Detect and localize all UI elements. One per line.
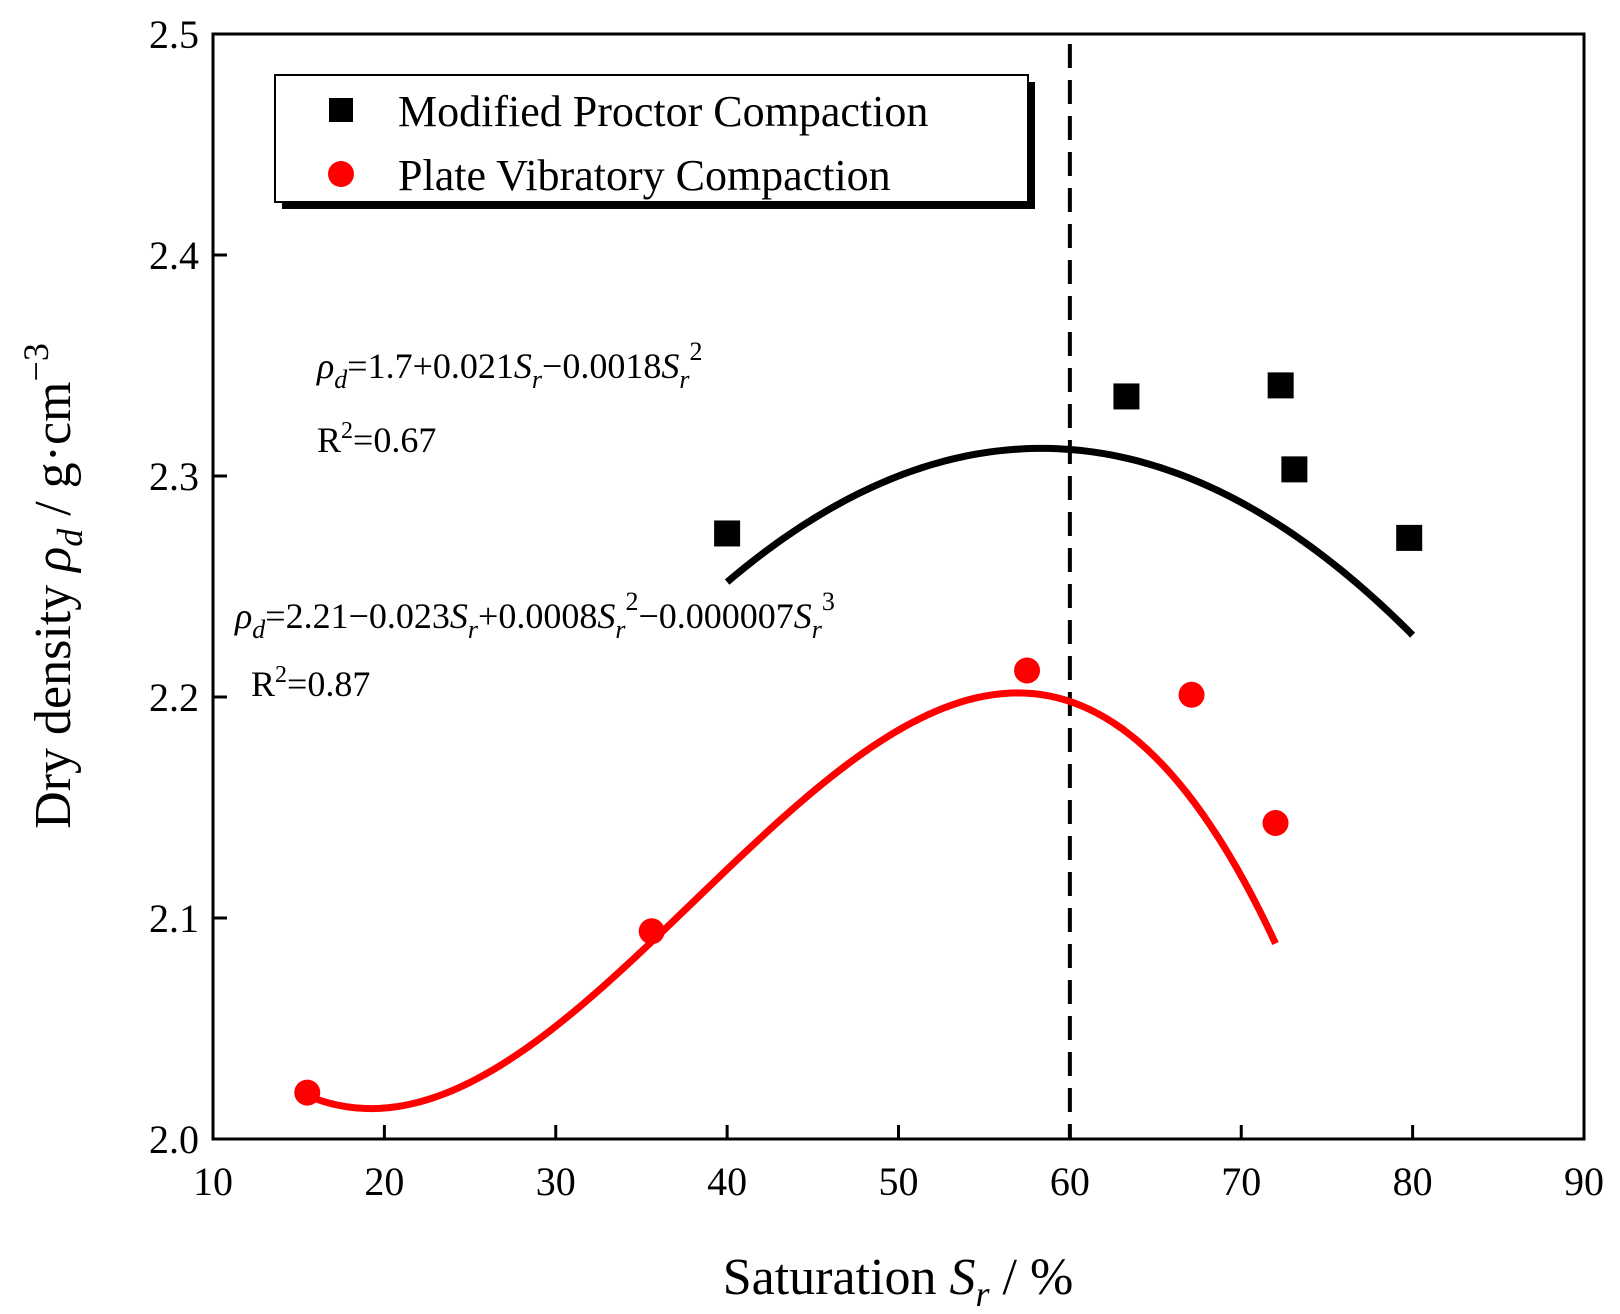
equation-modified-proctor: ρd=1.7+0.021Sr−0.0018Sr2 xyxy=(316,337,702,394)
r2-modified-proctor: R2=0.67 xyxy=(317,418,436,460)
x-tick-label-60: 60 xyxy=(1050,1159,1090,1204)
y-tick-label-2.5: 2.5 xyxy=(149,12,199,57)
y-tick-label-2.2: 2.2 xyxy=(149,675,199,720)
legend-label-modified-proctor: Modified Proctor Compaction xyxy=(398,87,928,136)
y-tick-label-2.0: 2.0 xyxy=(149,1117,199,1162)
x-tick-label-20: 20 xyxy=(364,1159,404,1204)
legend: Modified Proctor Compaction Plate Vibrat… xyxy=(274,74,1035,209)
point-plate-vibratory-3 xyxy=(1178,681,1205,708)
fit-curve-modified-proctor xyxy=(724,444,1416,638)
y-axis-title: Dry density ρd / g·cm−3 xyxy=(16,343,90,829)
r2-plate-vibratory: R2=0.87 xyxy=(251,662,370,704)
point-modified-proctor-4 xyxy=(1396,524,1423,551)
x-tick-label-70: 70 xyxy=(1221,1159,1261,1204)
x-axis-title: Saturation Sr / % xyxy=(723,1249,1074,1314)
y-tick-label-2.4: 2.4 xyxy=(149,233,199,278)
x-tick-label-40: 40 xyxy=(707,1159,747,1204)
point-plate-vibratory-4 xyxy=(1262,809,1289,836)
x-tick-label-50: 50 xyxy=(879,1159,919,1204)
tick-labels: 10 20 30 40 50 60 70 80 90 2.0 2.1 2.2 2.3 2.4 2.5 xyxy=(149,12,1604,1204)
x-tick-label-80: 80 xyxy=(1393,1159,1433,1204)
y-tick-label-2.3: 2.3 xyxy=(149,454,199,499)
point-plate-vibratory-1 xyxy=(638,918,665,945)
point-modified-proctor-2 xyxy=(1267,372,1294,399)
series-plate-vibratory-points xyxy=(294,657,1289,1106)
legend-label-plate-vibratory: Plate Vibratory Compaction xyxy=(398,151,891,200)
point-plate-vibratory-0 xyxy=(294,1079,321,1106)
legend-circle-marker xyxy=(328,161,354,187)
point-modified-proctor-3 xyxy=(1281,456,1308,483)
legend-square-marker xyxy=(329,98,353,122)
legend-box xyxy=(274,74,1029,203)
y-tick-label-2.1: 2.1 xyxy=(149,896,199,941)
fit-curve-plate-vibratory xyxy=(305,689,1279,1113)
series-modified-proctor-points xyxy=(714,372,1423,551)
point-plate-vibratory-2 xyxy=(1014,657,1041,684)
x-tick-label-90: 90 xyxy=(1564,1159,1604,1204)
x-tick-label-10: 10 xyxy=(193,1159,233,1204)
point-modified-proctor-1 xyxy=(1113,383,1140,410)
x-tick-label-30: 30 xyxy=(536,1159,576,1204)
point-modified-proctor-0 xyxy=(714,520,741,547)
equation-plate-vibratory: ρd=2.21−0.023Sr+0.0008Sr2−0.000007Sr3 xyxy=(234,587,835,644)
